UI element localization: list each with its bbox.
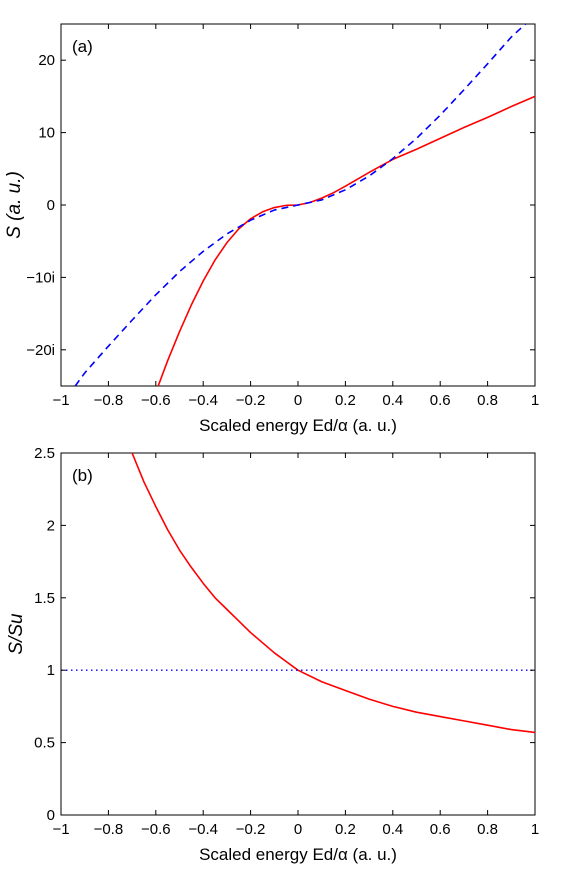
panel-a-y-tick-label: −20i bbox=[26, 342, 55, 359]
panel-a-label: (a) bbox=[72, 37, 93, 56]
panel-b-frame bbox=[60, 452, 536, 816]
panel-a: −1 −0.8 −0.6 −0.4 −0.2 0 0.2 0.4 0.6 0.8 1 −20i −10i… bbox=[4, 23, 539, 435]
panel-a-x-tick-label: −1 bbox=[52, 392, 69, 409]
panel-b-y-tick-label: 2 bbox=[47, 517, 55, 534]
panel-a-x-axis-label: Scaled energy Ed/α (a. u.) bbox=[199, 416, 397, 435]
panel-a-x-tick-label: 0.8 bbox=[477, 392, 498, 409]
panel-b-x-tick-label: 0.8 bbox=[477, 821, 498, 838]
panel-b-x-tick-label: −0.8 bbox=[94, 821, 124, 838]
panel-a-x-tick-label: −0.6 bbox=[141, 392, 171, 409]
panel-a-series bbox=[74, 24, 535, 386]
panel-a-x-tick-label: −0.2 bbox=[236, 392, 266, 409]
panel-a-x-tick-label: −0.4 bbox=[188, 392, 218, 409]
panel-b-x-tick-label: 1 bbox=[531, 821, 539, 838]
panel-b-ticks: −1 −0.8 −0.6 −0.4 −0.2 0 0.2 0.4 0.6 0.8 1 0 0.5 1 1.5… bbox=[34, 445, 539, 838]
panel-b-x-tick-label: 0.6 bbox=[430, 821, 451, 838]
panel-b-y-tick-label: 1 bbox=[47, 662, 55, 679]
panel-a-ticks: −1 −0.8 −0.6 −0.4 −0.2 0 0.2 0.4 0.6 0.8 1 −20i −10i… bbox=[26, 24, 539, 409]
panel-a-y-tick-label: 0 bbox=[47, 197, 55, 214]
panel-a-x-tick-label: 0.4 bbox=[382, 392, 403, 409]
panel-b-x-tick-label: 0.2 bbox=[335, 821, 356, 838]
panel-b-x-tick-label: −0.6 bbox=[141, 821, 171, 838]
panel-b-y-tick-label: 1.5 bbox=[34, 590, 55, 607]
panel-a-x-tick-label: 0 bbox=[294, 392, 302, 409]
panel-b-series-1-line bbox=[131, 453, 535, 734]
panel-b-label: (b) bbox=[72, 466, 93, 485]
panel-b-y-axis-label: S/Su bbox=[6, 613, 27, 655]
panel-b-x-tick-label: −0.2 bbox=[236, 821, 266, 838]
panel-a-series-1-line bbox=[157, 95, 535, 386]
panel-b-x-tick-label: 0 bbox=[294, 821, 302, 838]
panel-a-x-tick-label: 0.2 bbox=[335, 392, 356, 409]
panel-a-x-tick-label: 0.6 bbox=[430, 392, 451, 409]
panel-b-x-axis-label: Scaled energy Ed/α (a. u.) bbox=[199, 845, 397, 864]
panel-b-y-tick-label: 0.5 bbox=[34, 735, 55, 752]
panel-a-y-axis-label: S (a. u.) bbox=[4, 171, 25, 239]
panel-b-x-tick-label: −1 bbox=[52, 821, 69, 838]
panel-a-x-tick-label: −0.8 bbox=[94, 392, 124, 409]
panel-a-y-tick-label: 10 bbox=[38, 125, 55, 142]
panel-b-x-tick-label: 0.4 bbox=[382, 821, 403, 838]
panel-a-y-tick-label: −10i bbox=[26, 269, 55, 286]
panel-b-y-tick-label: 2.5 bbox=[34, 445, 55, 462]
panel-a-x-tick-label: 1 bbox=[531, 392, 539, 409]
panel-a-series-2-line bbox=[74, 24, 527, 386]
panel-b-series bbox=[61, 453, 535, 734]
panel-a-y-tick-label: 20 bbox=[38, 52, 55, 69]
panel-b: −1 −0.8 −0.6 −0.4 −0.2 0 0.2 0.4 0.6 0.8 1 0 0.5 1 1.5… bbox=[6, 445, 539, 864]
panel-b-y-tick-label: 0 bbox=[47, 807, 55, 824]
panel-b-x-tick-label: −0.4 bbox=[188, 821, 218, 838]
